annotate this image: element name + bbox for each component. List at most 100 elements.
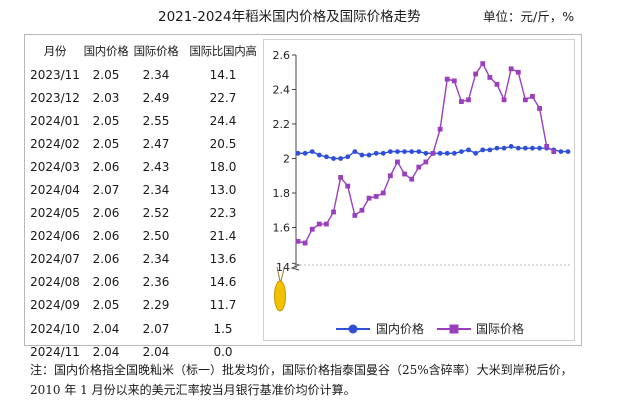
table-body: 2023/11 2.05 2.34 14.1 2023/12 2.03 2.49 22.7 20… <box>29 63 265 363</box>
unit-label: 单位：元/斤，% <box>483 9 575 24</box>
data-point <box>416 149 422 154</box>
cell-international: 2.34 <box>142 252 170 267</box>
data-point <box>359 152 365 158</box>
data-point <box>409 149 415 154</box>
data-point <box>352 213 358 218</box>
page-title: 2021-2024年稻米国内价格及国际价格走势 <box>158 9 421 25</box>
data-point <box>309 149 315 154</box>
header-diff: 国际比国内高 <box>189 44 257 58</box>
cell-domestic: 2.06 <box>92 229 120 244</box>
y-tick-label: 1.6 <box>273 222 291 235</box>
data-point <box>544 144 550 149</box>
data-point <box>302 150 308 156</box>
header-international: 国际价格 <box>133 44 179 58</box>
data-point <box>501 145 507 151</box>
y-tick-label: 2.6 <box>273 49 291 62</box>
data-point <box>473 71 479 77</box>
data-point <box>522 97 528 103</box>
y-tick-label: 2.2 <box>273 118 291 131</box>
cell-month: 2024/05 <box>30 206 80 221</box>
data-point <box>537 145 542 151</box>
data-point <box>402 149 407 154</box>
cell-international: 2.50 <box>142 229 170 244</box>
figure-panel: 月份 国内价格 国际价格 国际比国内高 2023/11 2.05 2.34 14.1 2… <box>24 34 582 359</box>
data-point <box>366 152 372 158</box>
cell-diff: 22.7 <box>209 90 237 105</box>
cell-month: 2024/10 <box>30 321 80 336</box>
data-point <box>387 149 393 154</box>
y-tick-label: 2.4 <box>273 84 291 97</box>
data-point <box>530 94 535 99</box>
data-point <box>402 171 407 177</box>
cell-month: 2024/03 <box>30 159 80 174</box>
data-point <box>530 145 535 151</box>
data-point <box>480 147 486 153</box>
corn-icon <box>274 266 286 312</box>
data-point <box>423 150 429 156</box>
data-point <box>508 66 514 72</box>
table-row: 2024/01 2.05 2.55 24.4 <box>29 109 265 132</box>
cell-month: 2024/08 <box>30 275 80 290</box>
data-point <box>324 221 329 227</box>
cell-month: 2024/07 <box>30 252 80 267</box>
data-point <box>302 240 308 246</box>
table-row: 2024/05 2.06 2.52 22.3 <box>29 202 265 225</box>
table-header-row: 月份 国内价格 国际价格 国际比国内高 <box>29 39 265 63</box>
chart-area: 2.6 2.4 2.2 2 1.8 1.6 14 国内价格 国际价格 <box>263 39 575 341</box>
cell-month: 2023/12 <box>30 90 80 105</box>
data-point <box>444 150 450 156</box>
price-line-chart: 2.6 2.4 2.2 2 1.8 1.6 14 国内价格 国际价格 <box>273 49 571 336</box>
cell-international: 2.07 <box>142 321 170 336</box>
cell-month: 2024/02 <box>30 136 80 151</box>
data-point <box>494 145 500 151</box>
data-point <box>515 145 521 151</box>
cell-international: 2.04 <box>142 344 170 359</box>
data-point <box>501 97 507 103</box>
data-point <box>551 149 557 154</box>
data-point <box>345 183 351 189</box>
data-point <box>416 164 422 170</box>
table-row: 2024/10 2.04 2.07 1.5 <box>29 317 265 340</box>
cell-diff: 20.5 <box>209 136 237 151</box>
data-point <box>331 209 336 215</box>
data-point <box>494 81 500 87</box>
cell-international: 2.34 <box>142 67 170 82</box>
table-row: 2024/11 2.04 2.04 0.0 <box>29 340 265 363</box>
legend-label: 国际价格 <box>476 321 524 336</box>
data-point <box>430 150 436 156</box>
table-row: 2024/04 2.07 2.34 13.0 <box>29 178 265 201</box>
data-point <box>508 144 514 149</box>
cell-domestic: 2.07 <box>92 183 120 198</box>
cell-diff: 21.4 <box>209 229 237 244</box>
data-point <box>459 99 464 104</box>
data-point <box>373 194 379 199</box>
data-point <box>324 154 329 160</box>
cell-international: 2.47 <box>142 136 170 151</box>
cell-international: 2.52 <box>142 206 170 221</box>
cell-diff: 0.0 <box>213 344 233 359</box>
cell-international: 2.55 <box>142 113 170 128</box>
data-point <box>558 149 564 154</box>
header-month: 月份 <box>43 44 67 58</box>
data-point <box>309 226 315 232</box>
cell-month: 2024/01 <box>30 113 80 128</box>
data-point <box>409 176 415 182</box>
table-row: 2024/07 2.06 2.34 13.6 <box>29 248 265 271</box>
data-point <box>387 173 393 179</box>
table-row: 2023/12 2.03 2.49 22.7 <box>29 86 265 109</box>
cell-month: 2023/11 <box>30 67 80 82</box>
price-table: 月份 国内价格 国际价格 国际比国内高 2023/11 2.05 2.34 14.1 2… <box>29 39 265 363</box>
cell-domestic: 2.06 <box>92 206 120 221</box>
cell-diff: 24.4 <box>209 113 237 128</box>
legend-marker <box>449 324 459 334</box>
axis-break-mark <box>290 262 301 271</box>
data-point <box>473 150 479 156</box>
data-point <box>338 175 344 180</box>
cell-diff: 13.0 <box>209 183 237 198</box>
y-tick-label: 1.8 <box>273 187 291 200</box>
table-row: 2023/11 2.05 2.34 14.1 <box>29 63 265 86</box>
data-point <box>466 97 471 103</box>
y-tick-label: 2 <box>283 153 290 166</box>
cell-domestic: 2.06 <box>92 275 120 290</box>
cell-month: 2024/09 <box>30 298 80 313</box>
